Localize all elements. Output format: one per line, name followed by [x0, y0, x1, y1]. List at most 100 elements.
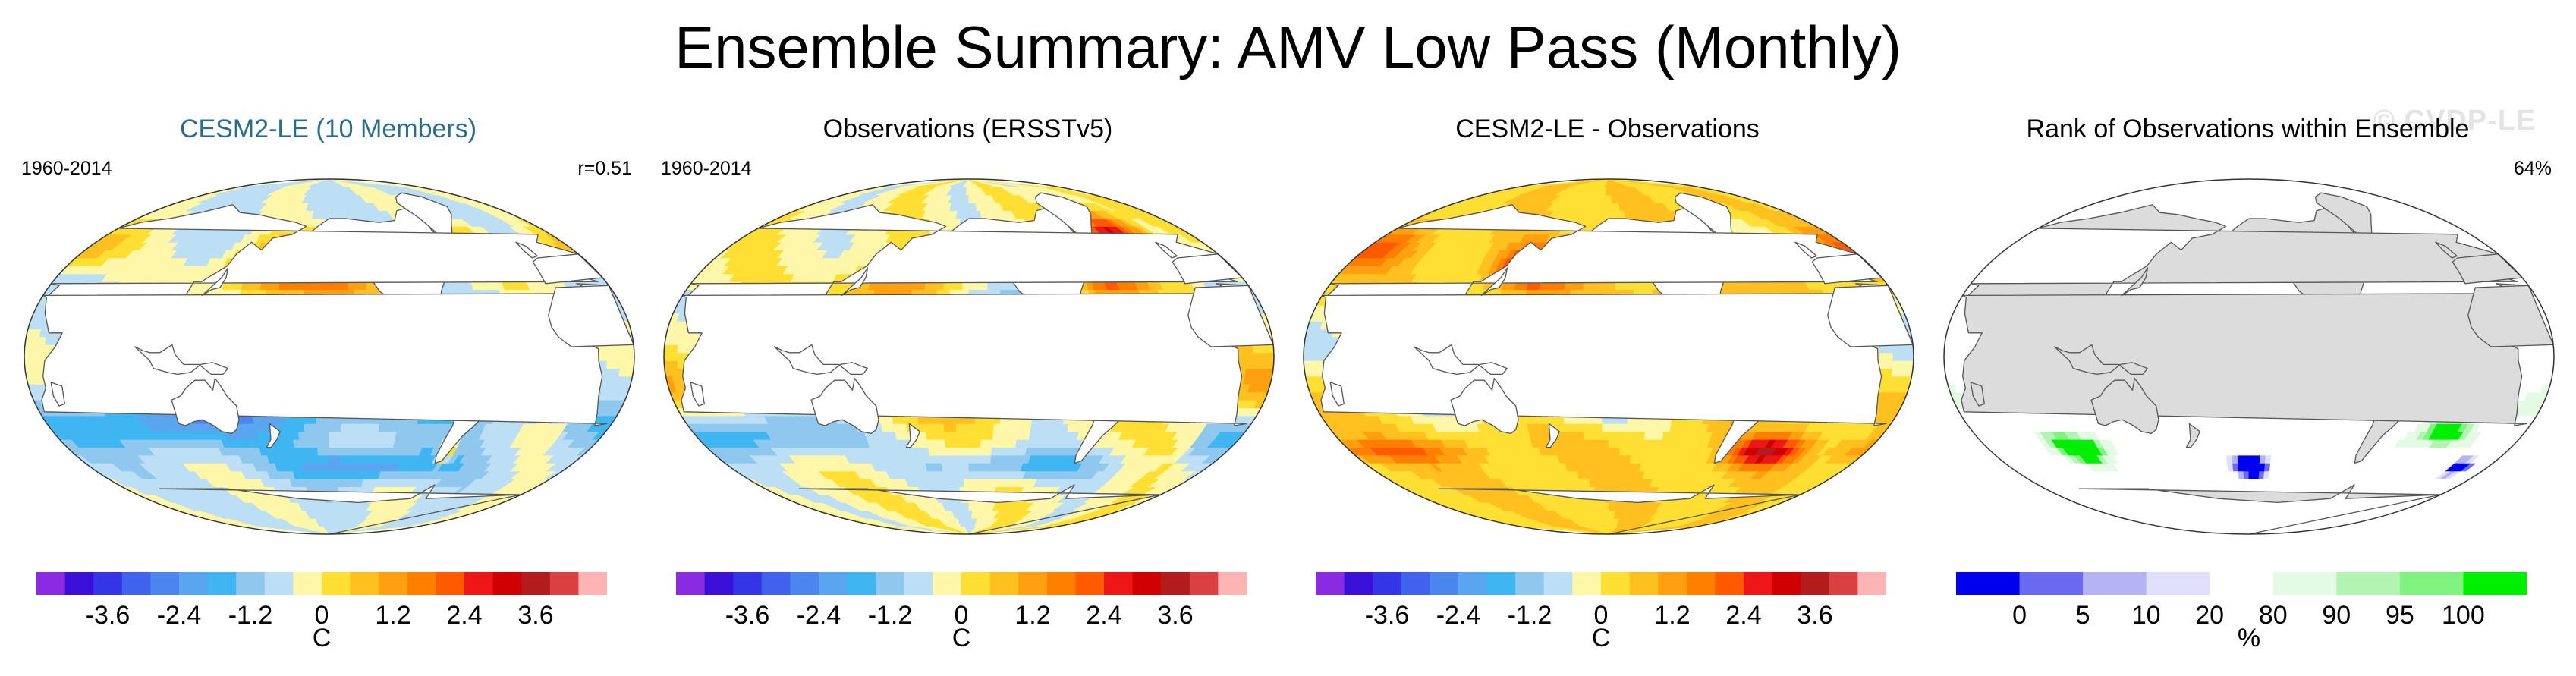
colorbar-swatch	[521, 572, 551, 595]
colorbar-swatch	[704, 572, 734, 595]
colorbar-unit: C	[951, 624, 971, 652]
colorbar-swatch	[1572, 572, 1602, 595]
colorbar-swatch	[121, 572, 151, 595]
colorbar-ticks: -3.6 -2.4 -1.2 0 1.2 2.4 3.6	[676, 601, 1247, 639]
colorbar-swatch	[933, 572, 962, 595]
colorbar-swatch	[2272, 572, 2337, 595]
colorbar-swatch	[1829, 572, 1858, 595]
colorbar-swatch	[1132, 572, 1162, 595]
colorbar-tick-label: 2.4	[446, 601, 483, 630]
panel-title: Rank of Observations within Ensemble	[2026, 115, 2470, 143]
colorbar-swatch	[790, 572, 819, 595]
map-border	[663, 178, 1275, 535]
colorbar-tick-label: -1.2	[867, 601, 913, 630]
map-border	[1303, 178, 1914, 535]
colorbar-swatch	[1344, 572, 1373, 595]
map-panel-2: Observations (ERSSTv5) 1960-2014 -3.6 -2.4-…	[647, 114, 1288, 676]
colorbar-swatch	[1373, 572, 1402, 595]
colorbar-swatch	[293, 572, 322, 595]
colorbar-tick-label: -2.4	[1436, 601, 1481, 630]
panel-stat: 64%	[2513, 158, 2552, 179]
colorbar-unit: %	[2237, 624, 2261, 652]
land-indonesia	[2053, 344, 2148, 376]
land-indonesia	[134, 344, 228, 376]
land-new-zealand	[266, 423, 281, 448]
watermark: © CVDP-LE	[2373, 105, 2537, 137]
colorbar-swatch	[64, 572, 94, 595]
colorbar-swatch	[1401, 572, 1430, 595]
colorbar-tick-label: -1.2	[228, 601, 273, 630]
land-eurasia-west	[1172, 253, 1243, 285]
land-new-zealand	[905, 423, 920, 448]
colorbar-tick-label: 2.4	[1086, 601, 1122, 630]
colorbar-tick-label: 5	[2075, 601, 2090, 630]
colorbar-swatch	[1075, 572, 1105, 595]
land-antarctica	[798, 484, 1162, 534]
land-australia	[171, 377, 240, 435]
colorbar-tick-label: -1.2	[1507, 601, 1552, 630]
map-border	[1943, 178, 2555, 535]
panel-title: CESM2-LE (10 Members)	[179, 115, 477, 143]
land-indonesia	[1413, 344, 1508, 376]
land-uk	[2435, 241, 2458, 259]
land-indonesia	[773, 344, 868, 376]
colorbar-swatch	[1629, 572, 1659, 595]
land-australia	[1450, 377, 1519, 435]
colorbar-swatch	[2210, 572, 2274, 595]
land-greenland	[395, 192, 453, 239]
colorbar-swatch	[464, 572, 494, 595]
colorbar-swatch	[236, 572, 266, 595]
colorbar-swatch	[1046, 572, 1076, 595]
colorbar-tick-label: 0	[954, 601, 969, 630]
colorbar-swatch	[322, 572, 351, 595]
land-japan	[201, 267, 229, 297]
land-africa-west	[1827, 285, 1914, 347]
colorbar-tick-label: 95	[2385, 601, 2414, 630]
colorbar-tick-label: -2.4	[156, 601, 202, 630]
land-greenland	[1674, 192, 1732, 239]
map-4	[1943, 178, 2555, 535]
colorbar-swatch	[961, 572, 991, 595]
colorbar-swatch	[1458, 572, 1488, 595]
colorbar-swatch	[676, 572, 706, 595]
colorbar-swatch	[1316, 572, 1345, 595]
colorbar-tick-label: 100	[2442, 601, 2485, 630]
colorbar-ticks: -3.6 -2.4 -1.2 0 1.2 2.4 3.6	[36, 601, 607, 639]
colorbar-swatch	[1857, 572, 1886, 595]
colorbar-tick-label: -3.6	[1364, 601, 1410, 630]
land-africa-west	[548, 285, 634, 347]
land-africa	[681, 283, 1274, 426]
map-panel-4: Rank of Observations within Ensemble 64% 0…	[1927, 114, 2568, 676]
land-australia	[810, 377, 879, 435]
colorbar-swatch	[350, 572, 379, 595]
land-japan	[1480, 267, 1508, 297]
colorbar-swatch	[876, 572, 905, 595]
colorbar-tick-label: 80	[2258, 601, 2288, 630]
colorbar-swatch	[207, 572, 237, 595]
colorbar-swatch	[264, 572, 294, 595]
colorbar-swatch	[1218, 572, 1247, 595]
colorbar-swatch	[379, 572, 408, 595]
colorbar-ticks: -3.6 -2.4 -1.2 0 1.2 2.4 3.6	[1316, 601, 1886, 639]
colorbar-tick-label: 3.6	[1157, 601, 1194, 630]
colorbar-swatch	[1715, 572, 1744, 595]
land-mask	[1961, 192, 2554, 534]
colorbar-swatch	[407, 572, 436, 595]
land-eurasia-west	[532, 253, 603, 285]
colorbar-swatch	[1486, 572, 1516, 595]
colorbar-swatch	[1161, 572, 1190, 595]
land-africa-west	[1187, 285, 1274, 347]
land-madagascar	[50, 382, 65, 407]
colorbar-swatch	[150, 572, 180, 595]
colorbar-swatch	[989, 572, 1019, 595]
colorbar-swatch	[1772, 572, 1801, 595]
colorbar-4	[1956, 572, 2527, 595]
colorbar-tick-label: 1.2	[1654, 601, 1691, 630]
colorbar-swatch	[2463, 572, 2527, 595]
colorbar-tick-label: 20	[2195, 601, 2225, 630]
panel-period: 1960-2014	[661, 158, 752, 179]
colorbar-tick-label: 3.6	[517, 601, 554, 630]
land-australia	[2090, 377, 2159, 435]
colorbar-tick-label: 3.6	[1797, 601, 1833, 630]
colorbar-tick-label: -2.4	[796, 601, 841, 630]
